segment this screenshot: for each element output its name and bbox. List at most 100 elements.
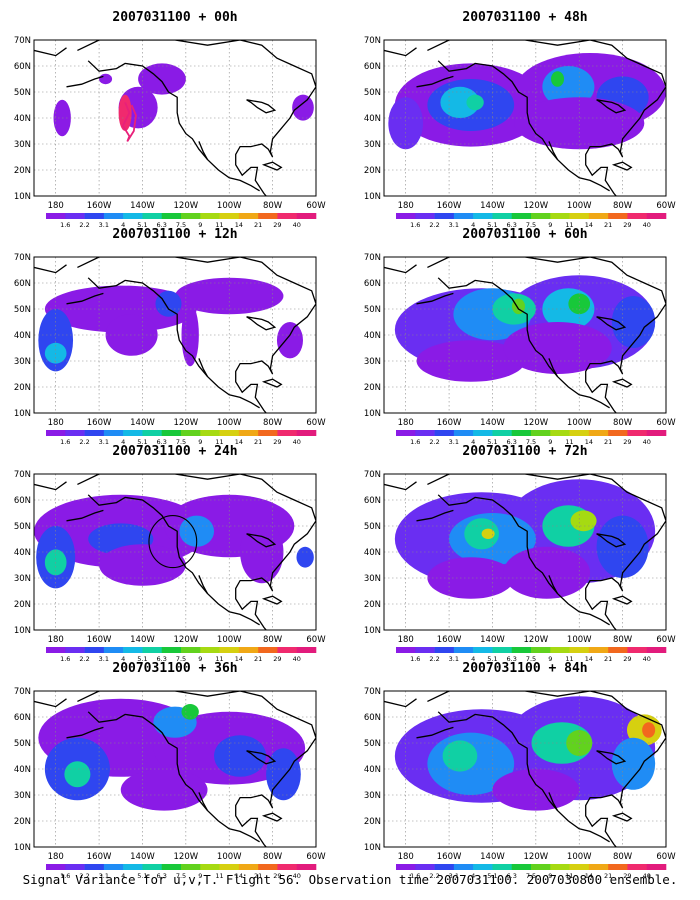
coastline bbox=[384, 698, 417, 708]
colorbar-swatch bbox=[415, 647, 435, 653]
map-panel-12h: 2007031100 + 12h 70N 60N 50N 40N 30N 20N 10N 18… bbox=[0, 227, 340, 446]
colorbar-label: 3.1 bbox=[99, 221, 109, 229]
lat-tick-label: 40N bbox=[364, 548, 381, 558]
colorbar-label: 29 bbox=[623, 655, 631, 663]
coastline bbox=[384, 264, 417, 274]
plot-frame bbox=[33, 256, 317, 414]
colorbar-swatch bbox=[627, 213, 648, 219]
lat-tick-label: 70N bbox=[14, 253, 31, 263]
lon-tick-label: 80W bbox=[263, 201, 283, 211]
variance-contour bbox=[481, 528, 495, 539]
colorbar-swatch bbox=[296, 647, 317, 653]
colorbar-swatch bbox=[550, 647, 570, 653]
colorbar-label: 40 bbox=[643, 655, 651, 663]
coastline bbox=[548, 141, 559, 160]
coastline bbox=[66, 75, 104, 88]
lon-tick-label: 60W bbox=[656, 418, 676, 428]
coastline bbox=[34, 264, 67, 274]
map-panel-48h: 2007031100 + 48h 70N 60N 50N 40N 30N 20N 10N 18… bbox=[350, 10, 690, 229]
great-lakes bbox=[246, 99, 277, 114]
lat-tick-label: 10N bbox=[14, 626, 31, 636]
colorbar-label: 11 bbox=[215, 221, 223, 229]
colorbar-label: 21 bbox=[254, 655, 262, 663]
plot-frame bbox=[33, 473, 317, 631]
coastline bbox=[198, 358, 209, 377]
colorbar-swatch bbox=[396, 213, 416, 219]
colorbar bbox=[396, 430, 667, 436]
colorbar-label: 14 bbox=[585, 438, 593, 446]
map-svg: 70N 60N 50N 40N 30N 20N 10N 180 160W 140W 120W 100W… bbox=[14, 36, 326, 229]
lon-tick-label: 60W bbox=[656, 635, 676, 645]
map-panel-84h: 2007031100 + 84h 70N 60N 50N 40N 30N 20N 10N 18… bbox=[350, 661, 690, 880]
colorbar-swatch bbox=[65, 864, 85, 870]
colorbar-swatch bbox=[238, 647, 259, 653]
colorbar-swatch bbox=[550, 213, 570, 219]
colorbar-swatch bbox=[396, 864, 416, 870]
map-panel-24h: 2007031100 + 24h 70N 60N 50N 40N 30N 20N 10N 18… bbox=[0, 444, 340, 663]
lat-tick-label: 60N bbox=[364, 496, 381, 506]
colorbar-label: 5.1 bbox=[487, 655, 497, 663]
coastline bbox=[427, 691, 666, 847]
colorbar-swatch bbox=[296, 864, 317, 870]
grid-lines bbox=[384, 474, 666, 630]
grid-lines bbox=[34, 691, 316, 847]
lat-tick-label: 50N bbox=[14, 522, 31, 532]
colorbar-swatch bbox=[258, 213, 278, 219]
map-panel-00h: 2007031100 + 00h 70N 60N 50N 40N 30N 20N 10N 18… bbox=[0, 10, 340, 229]
lat-tick-label: 20N bbox=[14, 600, 31, 610]
lon-tick-label: 80W bbox=[263, 418, 283, 428]
colorbar-label: 11 bbox=[215, 438, 223, 446]
colorbar-label: 40 bbox=[293, 872, 301, 880]
island bbox=[261, 595, 283, 605]
colorbar-swatch bbox=[511, 213, 532, 219]
colorbar-label: 9 bbox=[198, 655, 202, 663]
lon-tick-label: 100W bbox=[567, 201, 592, 211]
colorbar-swatch bbox=[531, 430, 551, 436]
colorbar-label: 3.1 bbox=[449, 221, 459, 229]
colorbar-label: 1.6 bbox=[410, 221, 420, 229]
lon-tick-label: 120W bbox=[174, 418, 199, 428]
grid-lines bbox=[384, 691, 666, 847]
colorbar-label: 2.2 bbox=[429, 655, 439, 663]
colorbar-label: 5.1 bbox=[137, 438, 147, 446]
colorbar-swatch bbox=[588, 213, 609, 219]
colorbar-label: 9 bbox=[548, 438, 552, 446]
lon-tick-label: 120W bbox=[174, 635, 199, 645]
colorbar-label: 29 bbox=[273, 655, 281, 663]
flight-track bbox=[121, 102, 137, 142]
colorbar-label: 3.1 bbox=[99, 438, 109, 446]
lat-tick-label: 60N bbox=[14, 496, 31, 506]
lat-tick-label: 60N bbox=[14, 279, 31, 289]
coastlines bbox=[34, 257, 316, 413]
variance-contour bbox=[570, 510, 597, 532]
lat-tick-label: 30N bbox=[14, 574, 31, 584]
coastline bbox=[437, 60, 610, 192]
colorbar-label: 40 bbox=[643, 872, 651, 880]
lon-tick-label: 60W bbox=[656, 201, 676, 211]
lat-tick-label: 30N bbox=[14, 357, 31, 367]
coastline bbox=[384, 481, 417, 491]
lat-tick-label: 70N bbox=[14, 470, 31, 480]
colorbar-label: 7.5 bbox=[526, 438, 536, 446]
island bbox=[611, 812, 633, 822]
variance-contour bbox=[155, 290, 182, 317]
grid-lines bbox=[384, 40, 666, 196]
variance-contour bbox=[120, 769, 208, 811]
coastline bbox=[416, 509, 454, 522]
lon-tick-label: 140W bbox=[480, 635, 505, 645]
colorbar-swatch bbox=[453, 864, 474, 870]
colorbar-swatch bbox=[123, 647, 143, 653]
colorbar-swatch bbox=[511, 647, 532, 653]
coastline bbox=[416, 292, 454, 305]
colorbar-label: 11 bbox=[565, 221, 573, 229]
colorbar-label: 11 bbox=[215, 655, 223, 663]
coastline bbox=[427, 474, 666, 630]
lat-tick-label: 20N bbox=[14, 383, 31, 393]
colorbar-label: 29 bbox=[273, 221, 281, 229]
coastline bbox=[87, 494, 260, 626]
lon-tick-label: 100W bbox=[567, 418, 592, 428]
lat-tick-label: 50N bbox=[14, 739, 31, 749]
coastline bbox=[427, 257, 666, 413]
lat-tick-label: 40N bbox=[364, 765, 381, 775]
variance-contour bbox=[105, 314, 158, 356]
